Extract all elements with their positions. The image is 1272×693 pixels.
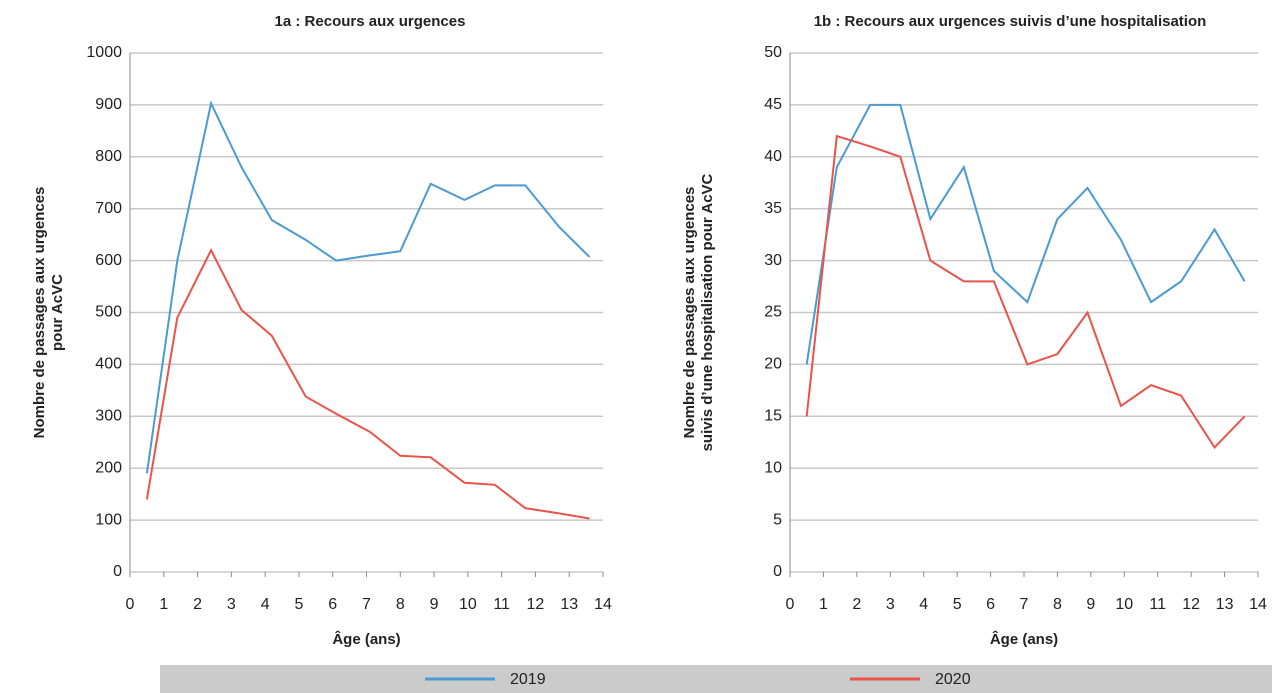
series-line bbox=[145, 248, 590, 520]
legend-band bbox=[160, 665, 1272, 693]
x-tick-label: 12 bbox=[1182, 596, 1200, 613]
x-tick-label: 13 bbox=[1216, 596, 1234, 613]
x-tick-label: 4 bbox=[261, 596, 270, 613]
x-tick-label: 5 bbox=[294, 596, 303, 613]
x-tick-label: 14 bbox=[1249, 596, 1267, 613]
x-tick-label: 3 bbox=[886, 596, 895, 613]
y-axis-label: pour AcVC bbox=[49, 274, 66, 351]
y-tick-label: 400 bbox=[95, 356, 122, 373]
x-axis-label: Âge (ans) bbox=[332, 630, 400, 648]
x-tick-label: 8 bbox=[396, 596, 405, 613]
x-tick-label: 2 bbox=[193, 596, 202, 613]
x-tick-label: 9 bbox=[430, 596, 439, 613]
y-tick-label: 45 bbox=[764, 96, 782, 113]
x-tick-label: 2 bbox=[852, 596, 861, 613]
x-tick-label: 10 bbox=[459, 596, 477, 613]
x-tick-label: 6 bbox=[986, 596, 995, 613]
series-line bbox=[145, 100, 591, 474]
x-tick-label: 6 bbox=[328, 596, 337, 613]
y-tick-label: 200 bbox=[95, 459, 122, 476]
x-tick-label: 3 bbox=[227, 596, 236, 613]
y-tick-label: 50 bbox=[764, 44, 782, 61]
y-tick-label: 900 bbox=[95, 96, 122, 113]
x-tick-label: 7 bbox=[362, 596, 371, 613]
x-tick-label: 14 bbox=[594, 596, 612, 613]
y-tick-label: 5 bbox=[773, 511, 782, 528]
y-tick-label: 15 bbox=[764, 408, 782, 425]
x-tick-label: 5 bbox=[953, 596, 962, 613]
chart-title: 1a : Recours aux urgences bbox=[275, 13, 466, 30]
x-tick-label: 0 bbox=[126, 596, 135, 613]
x-tick-label: 9 bbox=[1086, 596, 1095, 613]
y-tick-label: 500 bbox=[95, 304, 122, 321]
x-tick-label: 11 bbox=[1149, 596, 1166, 613]
y-tick-label: 300 bbox=[95, 408, 122, 425]
x-tick-label: 1 bbox=[159, 596, 168, 613]
y-axis-label: suivis d’une hospitalisation pour AcVC bbox=[699, 173, 716, 451]
series-line bbox=[805, 103, 1246, 365]
y-tick-label: 40 bbox=[764, 148, 782, 165]
y-tick-label: 600 bbox=[95, 252, 122, 269]
y-tick-label: 700 bbox=[95, 200, 122, 217]
y-tick-label: 25 bbox=[764, 304, 782, 321]
x-tick-label: 1 bbox=[819, 596, 828, 613]
y-tick-label: 800 bbox=[95, 148, 122, 165]
y-axis-label: Nombre de passages aux urgences bbox=[31, 187, 48, 439]
y-axis-label: Nombre de passages aux urgences bbox=[681, 187, 698, 439]
legend-label: 2020 bbox=[935, 671, 971, 688]
x-tick-label: 7 bbox=[1020, 596, 1029, 613]
legend-label: 2019 bbox=[510, 671, 546, 688]
x-tick-label: 13 bbox=[560, 596, 578, 613]
x-tick-label: 0 bbox=[786, 596, 795, 613]
chart-title: 1b : Recours aux urgences suivis d’une h… bbox=[814, 13, 1207, 30]
y-tick-label: 100 bbox=[95, 511, 122, 528]
series-line bbox=[805, 134, 1246, 450]
x-tick-label: 8 bbox=[1053, 596, 1062, 613]
y-tick-label: 30 bbox=[764, 252, 782, 269]
y-tick-label: 0 bbox=[773, 563, 782, 580]
y-tick-label: 35 bbox=[764, 200, 782, 217]
x-tick-label: 12 bbox=[527, 596, 545, 613]
x-tick-label: 4 bbox=[919, 596, 928, 613]
x-axis-label: Âge (ans) bbox=[990, 630, 1058, 648]
x-tick-label: 10 bbox=[1115, 596, 1133, 613]
x-tick-label: 11 bbox=[493, 596, 510, 613]
y-tick-label: 0 bbox=[113, 563, 122, 580]
y-tick-label: 20 bbox=[764, 356, 782, 373]
y-tick-label: 10 bbox=[764, 459, 782, 476]
y-tick-label: 1000 bbox=[86, 44, 122, 61]
